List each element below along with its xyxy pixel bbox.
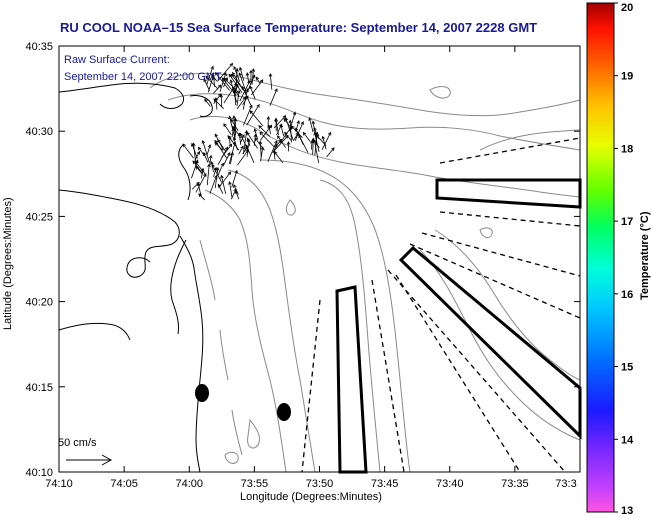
colorbar-label: Temperature (°C)	[639, 211, 651, 300]
colorbar-tick-label: 19	[621, 71, 633, 83]
y-tick-label: 40:30	[25, 126, 53, 138]
current-annotation-line1: Raw Surface Current:	[64, 54, 170, 66]
y-tick-label: 40:10	[25, 467, 53, 479]
map-title: RU COOL NOAA–15 Sea Surface Temperature:…	[60, 20, 537, 35]
y-tick-label: 40:35	[25, 41, 53, 53]
map-plot-area: Raw Surface Current: September 14, 2007 …	[58, 45, 582, 474]
x-tick-label: 73:50	[306, 478, 334, 490]
y-axis-ticks: 40:35 40:30 40:25 40:20 40:15 40:10	[25, 41, 580, 479]
x-tick-label: 73:40	[436, 478, 464, 490]
y-tick-label: 40:25	[25, 211, 53, 223]
y-axis-label: Latitude (Degrees:Minutes)	[2, 197, 14, 330]
scale-arrow-icon	[66, 454, 113, 466]
colorbar-tick-label: 18	[621, 143, 633, 155]
coastline	[58, 82, 213, 473]
colorbar-tick-label: 16	[621, 289, 633, 301]
colorbar-tick-label: 13	[621, 505, 633, 517]
current-annotation-line2: September 14, 2007 22:00 GMT	[64, 71, 222, 83]
colorbar-tick-label: 17	[621, 216, 633, 228]
x-axis-ticks: 74:10 74:05 74:00 73:55 73:50 73:45 73:40 73:35…	[45, 46, 581, 490]
x-tick-label: 73:3	[555, 478, 576, 490]
x-axis-label: Longitude (Degrees:Minutes)	[240, 491, 382, 503]
x-tick-label: 74:10	[45, 478, 73, 490]
surface-current-vectors	[182, 62, 335, 201]
bathymetry-contours	[149, 72, 581, 473]
x-tick-label: 73:55	[241, 478, 269, 490]
colorbar-tick-label: 15	[621, 362, 633, 374]
dashed-transects	[301, 137, 581, 473]
temperature-colorbar: 20 19 18 17 16 15 14 13 Temperature (°C)	[586, 2, 651, 517]
station-dot-2	[277, 403, 291, 421]
colorbar-tick-label: 20	[621, 2, 633, 14]
x-tick-label: 73:45	[371, 478, 399, 490]
x-tick-label: 74:00	[175, 478, 203, 490]
y-tick-label: 40:15	[25, 382, 53, 394]
y-tick-label: 40:20	[25, 297, 53, 309]
station-dot-1	[195, 384, 209, 402]
scale-label: 50 cm/s	[58, 437, 97, 449]
colorbar-tick-label: 14	[621, 434, 634, 446]
x-tick-label: 73:35	[501, 478, 529, 490]
x-tick-label: 74:05	[110, 478, 138, 490]
